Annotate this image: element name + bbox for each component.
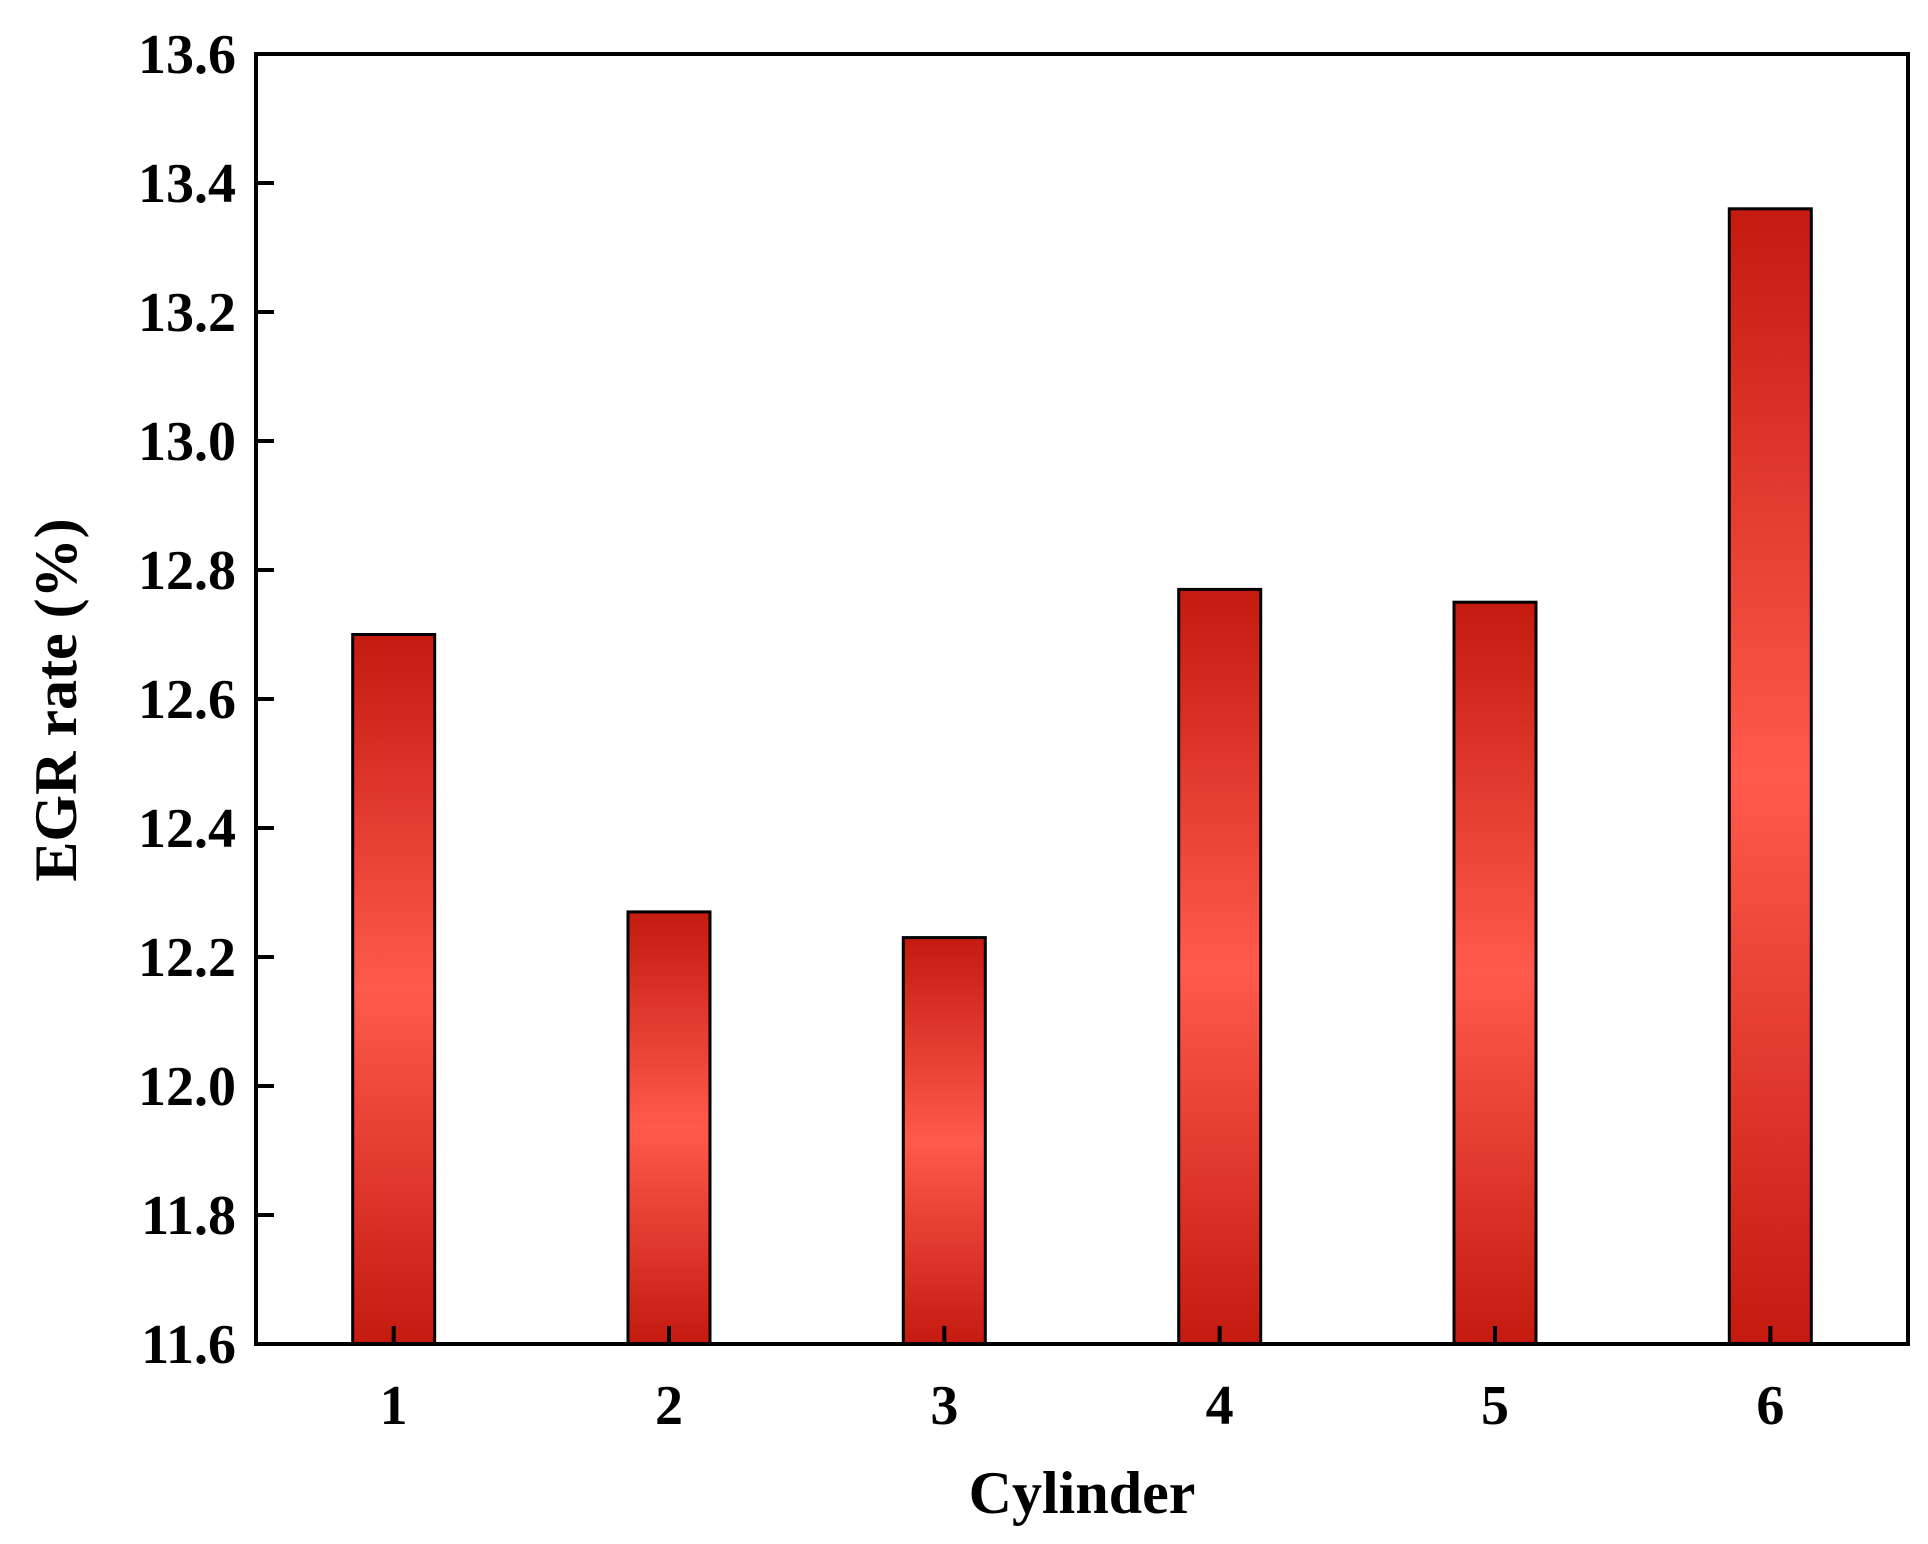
- x-axis: 1 2 3 4 5 6: [380, 1326, 1784, 1437]
- y-tick-label: 12.2: [138, 927, 236, 989]
- y-tick-label: 13.0: [138, 411, 236, 473]
- y-tick-label: 12.0: [138, 1056, 236, 1118]
- x-tick-label: 1: [380, 1375, 408, 1437]
- y-tick-label: 11.8: [141, 1185, 236, 1247]
- bar-cylinder-4: [1177, 587, 1263, 1346]
- plot-frame: [254, 52, 1910, 1346]
- bar-cylinder-3: [901, 936, 987, 1346]
- bar-cylinder-2: [626, 910, 712, 1346]
- x-tick-label: 4: [1206, 1375, 1234, 1437]
- y-tick-label: 11.6: [141, 1314, 236, 1376]
- bar-cylinder-1: [351, 633, 437, 1346]
- y-tick-label: 13.2: [138, 282, 236, 344]
- y-tick-label: 12.8: [138, 540, 236, 602]
- y-tick-label: 12.4: [138, 798, 236, 860]
- bar-cylinder-5: [1452, 600, 1538, 1346]
- y-tick-label: 13.4: [138, 153, 236, 215]
- x-tick-label: 6: [1756, 1375, 1784, 1437]
- x-tick-label: 2: [655, 1375, 683, 1437]
- x-axis-label: Cylinder: [969, 1460, 1196, 1526]
- x-tick-label: 3: [930, 1375, 958, 1437]
- x-tick-label: 5: [1481, 1375, 1509, 1437]
- y-axis-label: EGR rate (%): [23, 518, 89, 881]
- y-tick-label: 13.6: [138, 24, 236, 86]
- y-tick-label: 12.6: [138, 669, 236, 731]
- y-axis: 11.6 11.8 12.0 12.2 12.4 12.6 12.8 13.0 13.2 13.4…: [138, 24, 274, 1376]
- bar-cylinder-6: [1727, 207, 1813, 1346]
- bars-layer: [351, 207, 1813, 1346]
